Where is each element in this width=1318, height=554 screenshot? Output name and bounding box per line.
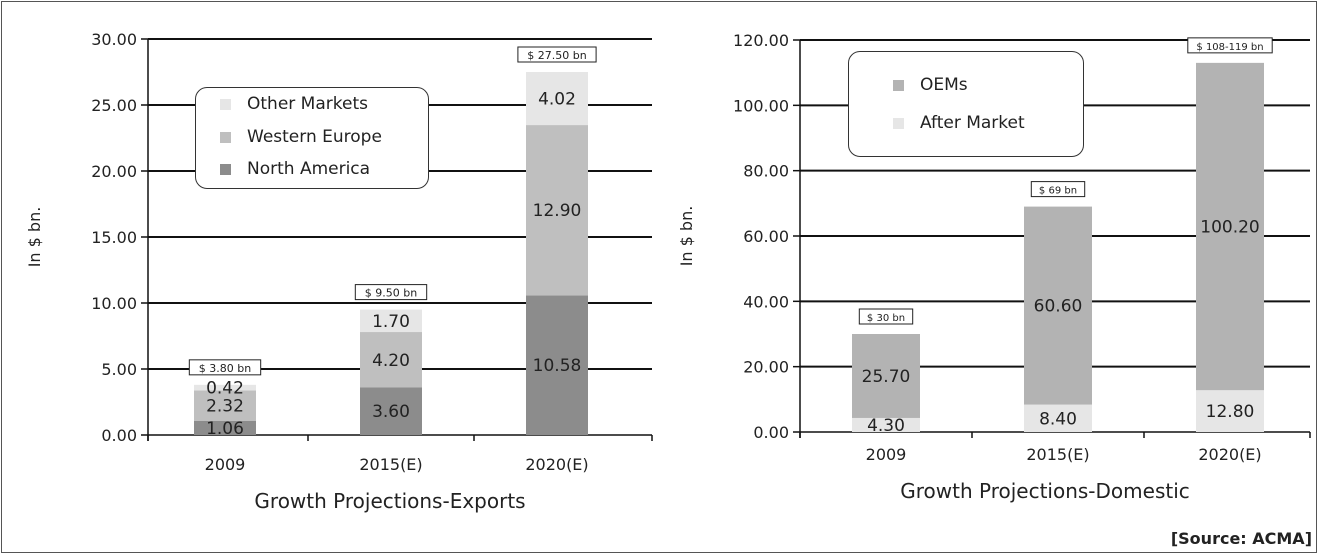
exports-bar-segment bbox=[194, 421, 256, 435]
domestic-chart-title: Growth Projections-Domestic bbox=[900, 479, 1190, 503]
domestic-bar-segment bbox=[1024, 206, 1092, 405]
domestic-bar-segment bbox=[852, 334, 920, 418]
legend-swatch-other-markets bbox=[220, 98, 231, 110]
domestic-data-label: 60.60 bbox=[1034, 297, 1083, 317]
legend-swatch-after-market bbox=[893, 117, 904, 129]
legend-item-after-market: After Market bbox=[893, 113, 1025, 133]
exports-total-box bbox=[188, 359, 262, 376]
source-note: [Source: ACMA] bbox=[1170, 529, 1312, 548]
exports-bar-segment bbox=[526, 72, 588, 126]
domestic-bar-segment bbox=[852, 417, 920, 432]
legend-swatch-north-america bbox=[220, 163, 231, 175]
exports-total-label: $ 3.80 bn bbox=[199, 362, 251, 375]
domestic-y-tick-label: 120.00 bbox=[733, 31, 789, 50]
domestic-data-label: 8.40 bbox=[1039, 409, 1077, 429]
domestic-y-tick-label: 80.00 bbox=[743, 162, 789, 181]
exports-y-tick-label: 30.00 bbox=[91, 30, 137, 49]
legend-item-other-markets: Other Markets bbox=[220, 94, 368, 114]
exports-bar-segment bbox=[360, 309, 422, 333]
domestic-legend: OEMs After Market bbox=[848, 51, 1084, 157]
domestic-data-label: 4.30 bbox=[867, 416, 905, 436]
domestic-x-tick-label: 2020(E) bbox=[1198, 445, 1261, 464]
exports-y-tick-label: 15.00 bbox=[91, 228, 137, 247]
exports-data-label: 4.02 bbox=[538, 90, 576, 110]
domestic-y-tick-label: 20.00 bbox=[743, 358, 789, 377]
legend-item-western-europe: Western Europe bbox=[220, 127, 382, 147]
domestic-data-label: 12.80 bbox=[1206, 402, 1255, 422]
domestic-y-tick-label: 60.00 bbox=[743, 227, 789, 246]
domestic-total-box bbox=[858, 308, 914, 325]
legend-label-western-europe: Western Europe bbox=[247, 127, 382, 147]
exports-data-label: 3.60 bbox=[372, 402, 410, 422]
domestic-y-tick-label: 40.00 bbox=[743, 292, 789, 311]
domestic-x-tick-label: 2015(E) bbox=[1026, 445, 1089, 464]
domestic-bar-segment bbox=[1024, 404, 1092, 432]
exports-data-label: 0.42 bbox=[206, 379, 244, 399]
exports-data-label: 1.70 bbox=[372, 312, 410, 332]
domestic-data-label: 25.70 bbox=[862, 367, 911, 387]
domestic-bar-segment bbox=[1196, 62, 1264, 391]
domestic-total-label: $ 108-119 bn bbox=[1196, 42, 1263, 53]
exports-data-label: 2.32 bbox=[206, 397, 244, 417]
exports-y-tick-label: 10.00 bbox=[91, 294, 137, 313]
exports-data-label: 10.58 bbox=[533, 356, 582, 376]
legend-swatch-oems bbox=[893, 79, 904, 91]
exports-y-tick-label: 0.00 bbox=[101, 426, 137, 445]
exports-data-label: 12.90 bbox=[533, 201, 582, 221]
exports-x-tick-label: 2020(E) bbox=[525, 455, 588, 474]
exports-bar-segment bbox=[526, 295, 588, 435]
exports-bar-segment bbox=[526, 125, 588, 296]
legend-label-after-market: After Market bbox=[920, 113, 1025, 133]
legend-label-oems: OEMs bbox=[920, 75, 968, 95]
exports-y-tick-label: 20.00 bbox=[91, 162, 137, 181]
exports-legend: Other Markets Western Europe North Ameri… bbox=[195, 87, 429, 189]
domestic-total-label: $ 30 bn bbox=[867, 313, 905, 324]
exports-total-box bbox=[517, 46, 597, 63]
domestic-y-tick-label: 0.00 bbox=[753, 423, 789, 442]
legend-swatch-western-europe bbox=[220, 131, 231, 143]
domestic-data-label: 100.20 bbox=[1200, 218, 1259, 238]
exports-bar-segment bbox=[360, 387, 422, 435]
exports-data-label: 4.20 bbox=[372, 351, 410, 371]
exports-y-tick-label: 25.00 bbox=[91, 96, 137, 115]
domestic-total-label: $ 69 bn bbox=[1039, 186, 1077, 197]
exports-x-tick-label: 2015(E) bbox=[359, 455, 422, 474]
domestic-y-axis-label: In $ bn. bbox=[677, 206, 696, 267]
domestic-y-tick-label: 100.00 bbox=[733, 96, 789, 115]
exports-chart-title: Growth Projections-Exports bbox=[254, 489, 525, 513]
legend-item-north-america: North America bbox=[220, 159, 370, 179]
legend-item-oems: OEMs bbox=[893, 75, 968, 95]
exports-x-tick-label: 2009 bbox=[205, 455, 246, 474]
exports-total-label: $ 27.50 bn bbox=[527, 49, 586, 62]
domestic-x-tick-label: 2009 bbox=[866, 445, 907, 464]
exports-y-tick-label: 5.00 bbox=[101, 360, 137, 379]
exports-bar-segment bbox=[194, 384, 256, 391]
exports-y-axis-label: In $ bn. bbox=[25, 207, 44, 268]
exports-bar-segment bbox=[194, 390, 256, 422]
exports-data-label: 1.06 bbox=[206, 419, 244, 439]
exports-bar-segment bbox=[360, 332, 422, 388]
domestic-total-box bbox=[1030, 181, 1086, 198]
domestic-bar-segment bbox=[1196, 390, 1264, 432]
exports-total-box bbox=[354, 284, 428, 301]
legend-label-other-markets: Other Markets bbox=[247, 94, 368, 114]
exports-total-label: $ 9.50 bn bbox=[365, 287, 417, 300]
domestic-total-box bbox=[1187, 37, 1273, 54]
legend-label-north-america: North America bbox=[247, 159, 371, 179]
